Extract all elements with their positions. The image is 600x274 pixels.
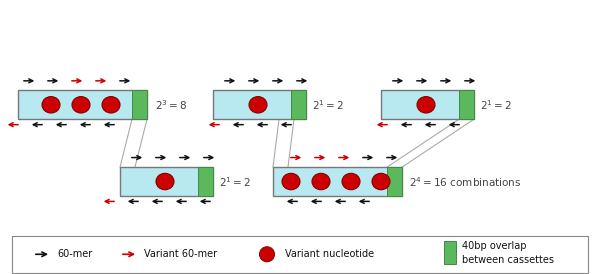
Text: 40bp overlap
between cassettes: 40bp overlap between cassettes	[462, 241, 554, 264]
Ellipse shape	[102, 97, 120, 113]
Bar	[198, 167, 213, 196]
Bar	[18, 90, 147, 119]
Bar	[213, 90, 306, 119]
Text: $2^1 = 2$: $2^1 = 2$	[312, 98, 344, 112]
Text: $2^4 = 16$ combinations: $2^4 = 16$ combinations	[409, 175, 521, 189]
Text: Variant 60-mer: Variant 60-mer	[144, 249, 217, 259]
Bar	[381, 90, 474, 119]
Ellipse shape	[249, 97, 267, 113]
Ellipse shape	[42, 97, 60, 113]
Ellipse shape	[417, 97, 435, 113]
Bar	[12, 236, 588, 273]
Text: Variant nucleotide: Variant nucleotide	[285, 249, 374, 259]
Ellipse shape	[372, 173, 390, 190]
Bar	[120, 167, 213, 196]
Ellipse shape	[260, 247, 275, 262]
Bar	[291, 90, 306, 119]
Text: $2^1 = 2$: $2^1 = 2$	[480, 98, 512, 112]
Text: $2^1 = 2$: $2^1 = 2$	[219, 175, 251, 189]
Bar	[387, 167, 402, 196]
Bar	[132, 90, 147, 119]
Ellipse shape	[342, 173, 360, 190]
Bar	[444, 241, 456, 264]
Text: $2^3 = 8$: $2^3 = 8$	[155, 98, 187, 112]
Bar	[273, 167, 402, 196]
Ellipse shape	[312, 173, 330, 190]
Ellipse shape	[156, 173, 174, 190]
Text: 60-mer: 60-mer	[57, 249, 92, 259]
Ellipse shape	[282, 173, 300, 190]
Ellipse shape	[72, 97, 90, 113]
Bar	[459, 90, 474, 119]
